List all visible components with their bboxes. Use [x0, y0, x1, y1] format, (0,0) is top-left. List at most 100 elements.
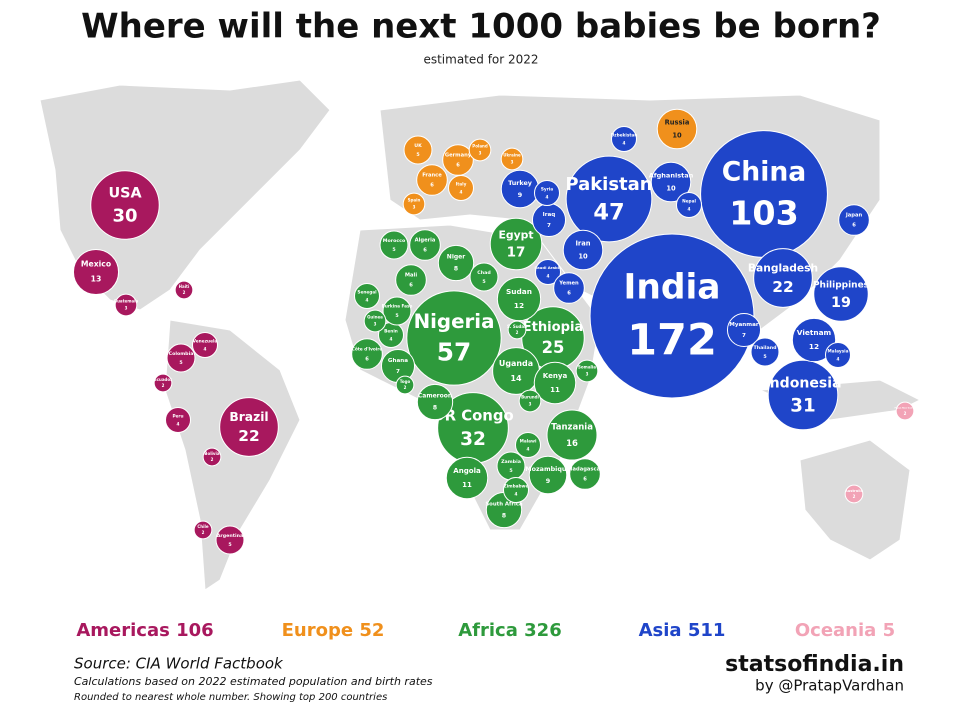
legend-entry: Africa 326 [458, 620, 561, 641]
note: Calculations based on 2022 estimated pop… [74, 675, 433, 688]
bubble-name: Malawi [520, 438, 537, 444]
bubble-value: 3 [586, 372, 589, 377]
bubble [489, 217, 543, 271]
bubble-name: Angola [453, 466, 481, 475]
bubble [395, 375, 415, 395]
bubble [445, 456, 489, 500]
legend-entry: Europe 52 [282, 620, 385, 641]
bubble-name: Iran [575, 239, 590, 247]
bubble-value: 5 [482, 279, 485, 285]
bubble-name: DR Congo [432, 407, 513, 424]
legend-entry: Asia 511 [639, 620, 726, 641]
bubble-value: 13 [91, 274, 102, 283]
bubble-value: 103 [729, 193, 799, 232]
bubble-name: Turkey [508, 179, 533, 187]
bubble [791, 317, 837, 363]
bubble [589, 233, 755, 399]
bubble-name: Colombia [169, 351, 194, 357]
bubble [193, 520, 213, 540]
bubble [515, 432, 541, 458]
bubble-value: 47 [593, 200, 624, 226]
bubble-value: 17 [507, 245, 526, 261]
bubble-name: Spain [408, 197, 421, 202]
bubble-name: Japan [845, 212, 863, 218]
bubble-value: 4 [527, 447, 530, 453]
bubble-name: Papua New Guinea [894, 408, 916, 410]
bubble-value: 2 [162, 383, 165, 388]
bubble-name: Egypt [498, 228, 533, 241]
bubble-value: 3 [511, 160, 514, 165]
bubble [650, 161, 692, 203]
bubble-name: Algeria [415, 237, 436, 243]
bubble-name: Thailand [753, 345, 776, 351]
bubble-value: 25 [542, 338, 565, 357]
bubble-value: 3 [413, 205, 416, 210]
bubble-value: 4 [515, 492, 518, 498]
bubble-value: 6 [423, 248, 427, 254]
bubble-value: 12 [514, 301, 524, 310]
bubble-value: 10 [578, 253, 588, 261]
bubble [492, 347, 540, 395]
bubble-name: Morocco [383, 238, 406, 244]
bubble [351, 338, 383, 370]
bubble [535, 259, 561, 285]
bubble-name: Vietnam [797, 328, 832, 337]
legend-name: Americas [76, 620, 169, 641]
bubble [215, 525, 245, 555]
bubble [844, 484, 864, 504]
bubble-value: 11 [550, 385, 560, 394]
bubble-value: 12 [809, 342, 819, 351]
bubble-value: 5 [763, 354, 766, 360]
bubble-name: UK [414, 143, 422, 149]
bubble [813, 266, 869, 322]
bubble-name: Venezuela [193, 338, 218, 344]
bubble-name: Togo [400, 379, 411, 384]
bubble-value: 10 [672, 132, 682, 140]
bubble-name: Pakistan [565, 174, 652, 195]
bubble [165, 407, 191, 433]
bubble-value: 6 [583, 477, 587, 483]
bubble [611, 126, 637, 152]
bubble-name: France [422, 172, 442, 178]
bubble [403, 135, 433, 165]
bubble-value: 2 [183, 290, 186, 295]
bubble-value: 4 [366, 298, 369, 304]
bubble [416, 383, 454, 421]
bubble-name: Brazil [229, 410, 268, 424]
bubble [468, 138, 492, 162]
bubble-value: 2 [853, 494, 856, 499]
bubble-value: 7 [396, 369, 400, 375]
bubble-name: Chad [477, 270, 490, 276]
bubble [166, 343, 196, 373]
bubble-name: Yemen [558, 280, 579, 286]
bubble [402, 192, 426, 216]
bubble-name: Niger [447, 254, 465, 261]
note: Rounded to nearest whole number. Showing… [74, 692, 387, 703]
bubble-value: 6 [430, 183, 434, 189]
bubble-value: 22 [772, 278, 793, 296]
bubble-name: Madagascar [567, 466, 603, 472]
bubble [895, 401, 915, 421]
bubble-value: 4 [623, 141, 626, 147]
bubble-name: Burundi [521, 394, 539, 399]
bubble-name: China [722, 157, 807, 188]
bubble [500, 147, 524, 171]
bubble [562, 229, 604, 271]
bubble-name: Côte d'Ivoire [352, 345, 383, 352]
bubble-value: 3 [529, 402, 532, 407]
bubble-value: 4 [390, 337, 393, 343]
bubble-name: Sudan [506, 287, 532, 296]
bubble-name: Ethiopia [523, 320, 584, 335]
bubble-name: Russia [665, 118, 690, 126]
bubble [531, 202, 567, 238]
bubble-name: Ukraine [503, 152, 521, 157]
bubble-name: Australia [845, 489, 864, 493]
bubble-name: Saudi Arabia [534, 265, 562, 270]
bubble-value: 31 [790, 395, 815, 416]
bubble-value: 6 [409, 283, 413, 289]
bubble-value: 30 [112, 205, 137, 226]
bubble-value: 4 [547, 274, 550, 280]
bubble-name: Benin [384, 328, 398, 334]
bubble [518, 389, 542, 413]
